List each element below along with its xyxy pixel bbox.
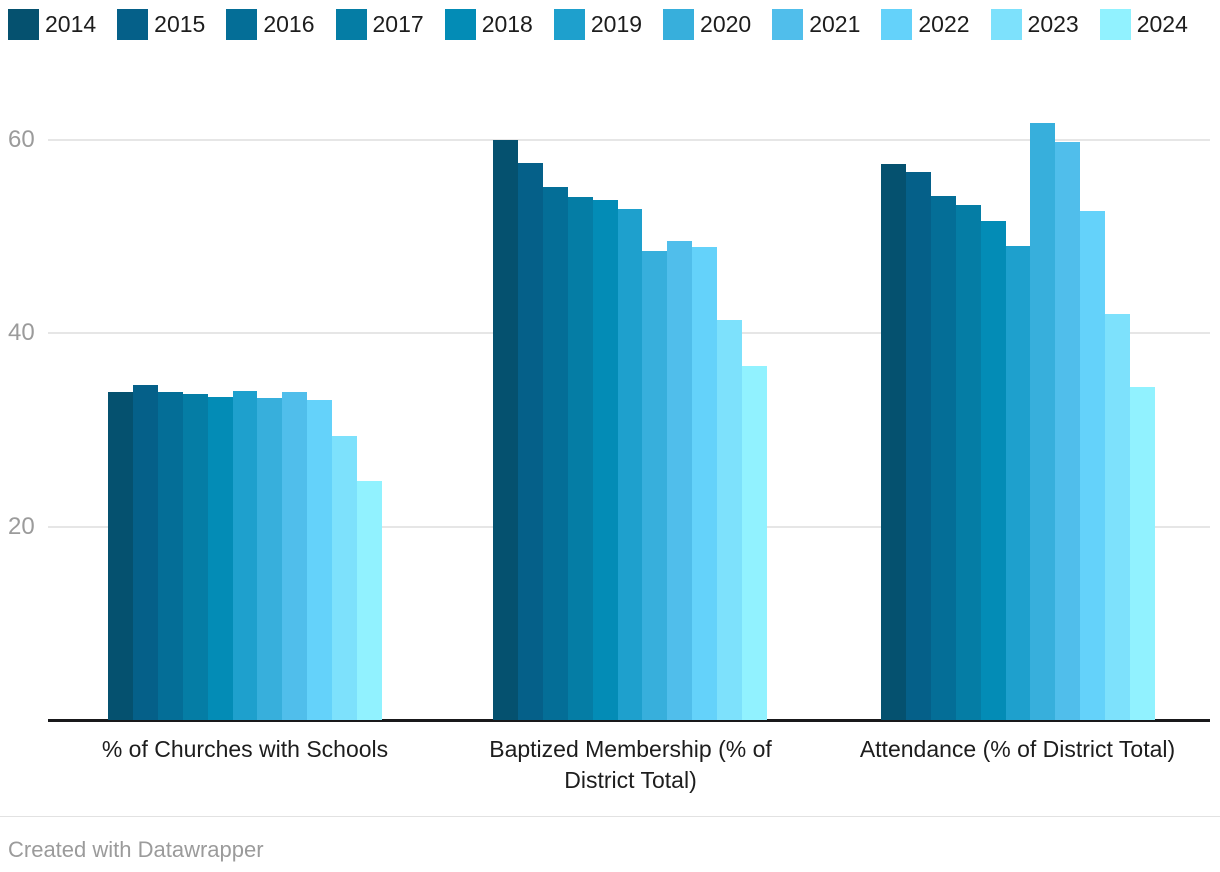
legend-label: 2015	[154, 11, 206, 37]
bar-2024-1	[357, 481, 382, 720]
legend-label: 2022	[918, 11, 970, 37]
bar-2015-1	[132, 384, 158, 720]
bar-group-3	[881, 100, 1155, 720]
legend-item-2023: 2023	[990, 9, 1079, 40]
bar-2022-2	[692, 247, 718, 720]
bar-2016-2	[542, 186, 568, 720]
legend-swatch-2014	[8, 9, 39, 40]
bar-2020-2	[642, 251, 668, 720]
datawrapper-credit-link[interactable]: Created with Datawrapper	[8, 837, 264, 862]
legend-item-2020: 2020	[663, 9, 751, 40]
legend-label: 2018	[481, 11, 533, 37]
bar-2019-2	[617, 208, 643, 720]
bar-2017-1	[182, 394, 208, 720]
bar-2016-1	[157, 392, 183, 720]
bar-2021-2	[667, 240, 693, 720]
bar-2019-3	[1005, 245, 1031, 720]
bar-2018-3	[980, 221, 1006, 720]
gridline-60	[48, 139, 1210, 142]
bar-2023-1	[332, 435, 358, 720]
bar-2024-3	[1130, 386, 1155, 720]
bar-2022-3	[1080, 210, 1106, 720]
legend-swatch-2016	[226, 9, 258, 40]
bar-2014-2	[493, 140, 518, 720]
legend: 2014 2015 2016 2017 2018 2019 2020 2021 2022 2023…	[8, 9, 1220, 40]
category-label-2: Baptized Membership (% of District Total…	[489, 736, 772, 793]
legend-item-2014: 2014	[8, 9, 96, 40]
bar-2023-3	[1105, 314, 1131, 720]
bar-2015-3	[905, 172, 931, 720]
legend-swatch-2015	[117, 9, 149, 40]
y-tick-label: 20	[8, 512, 35, 540]
bar-2021-1	[282, 392, 308, 720]
bar-2022-1	[307, 400, 333, 720]
footer-divider	[0, 816, 1220, 817]
y-tick-label: 60	[8, 126, 35, 154]
category-label-1: % of Churches with Schools	[101, 736, 389, 762]
legend-label: 2020	[700, 11, 752, 37]
category-label-3: Attendance (% of District Total)	[859, 736, 1176, 762]
legend-swatch-2021	[772, 9, 804, 40]
legend-label: 2024	[1136, 11, 1188, 37]
legend-item-2016: 2016	[226, 9, 315, 40]
legend-swatch-2023	[990, 9, 1022, 40]
legend-label: 2016	[263, 11, 315, 37]
y-tick-label: 40	[8, 319, 35, 347]
bar-2016-3	[930, 196, 956, 720]
legend-label: 2014	[45, 11, 97, 37]
bar-2014-1	[108, 392, 133, 720]
bar-2019-1	[232, 391, 258, 720]
legend-item-2015: 2015	[117, 9, 205, 40]
bar-2023-2	[717, 319, 743, 720]
legend-item-2024: 2024	[1099, 9, 1188, 40]
legend-swatch-2019	[553, 9, 585, 40]
legend-swatch-2024	[1099, 9, 1131, 40]
bar-2018-1	[207, 397, 233, 720]
bar-2015-2	[517, 163, 543, 720]
x-axis-line	[48, 719, 1210, 722]
legend-item-2018: 2018	[444, 9, 533, 40]
bar-2021-3	[1055, 142, 1081, 720]
category-labels: % of Churches with Schools Baptized Membe…	[0, 734, 1220, 804]
legend-item-2019: 2019	[553, 9, 643, 40]
bar-2017-2	[567, 197, 593, 720]
bar-2018-2	[592, 200, 618, 720]
footer: Created with Datawrapper	[8, 837, 264, 863]
bar-group-2	[493, 100, 767, 720]
legend-item-2017: 2017	[335, 9, 424, 40]
legend-item-2022: 2022	[881, 9, 970, 40]
plot-area: 20 40 60	[0, 100, 1220, 722]
legend-item-2021: 2021	[772, 9, 860, 40]
legend-label: 2021	[809, 11, 861, 37]
legend-label: 2023	[1027, 11, 1079, 37]
legend-label: 2017	[372, 11, 424, 37]
bar-2020-1	[257, 398, 283, 720]
bar-2024-2	[742, 366, 767, 720]
legend-swatch-2017	[335, 9, 367, 40]
bar-group-1	[108, 100, 382, 720]
legend-swatch-2020	[663, 9, 695, 40]
legend-label: 2019	[590, 11, 643, 37]
bar-2017-3	[955, 204, 981, 720]
legend-swatch-2018	[444, 9, 476, 40]
bar-2014-3	[881, 164, 906, 720]
legend-swatch-2022	[881, 9, 913, 40]
bar-2020-3	[1030, 122, 1056, 720]
